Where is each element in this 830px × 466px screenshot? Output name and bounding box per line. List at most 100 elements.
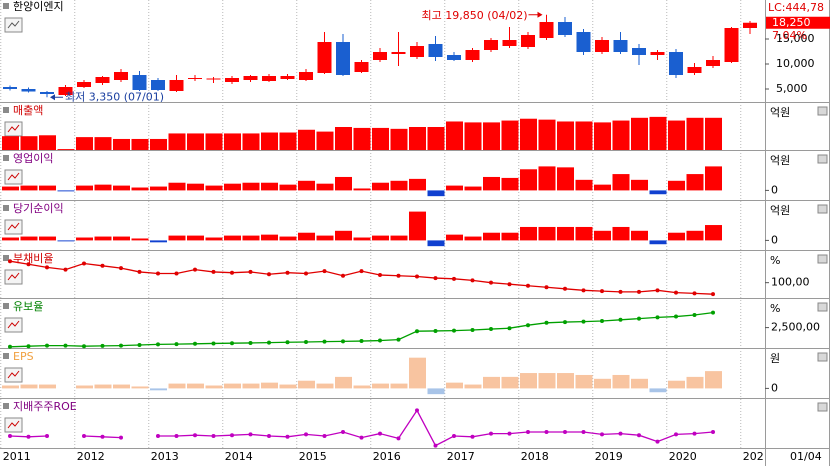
line-point	[359, 339, 364, 344]
line-point	[285, 270, 290, 275]
line-point	[45, 343, 49, 348]
panel-icon-glyph	[7, 222, 20, 231]
line-point	[267, 340, 271, 345]
line-point	[119, 266, 123, 271]
line-point	[526, 323, 530, 328]
bar	[464, 236, 482, 241]
line-point	[211, 269, 216, 274]
line-point	[8, 344, 12, 349]
bar	[131, 386, 149, 389]
bar	[612, 174, 630, 191]
bar	[224, 235, 241, 241]
x-tick-label: 2017	[447, 450, 475, 463]
line-point	[637, 316, 641, 321]
line-point	[100, 434, 105, 439]
line-point	[63, 267, 68, 272]
bar	[39, 135, 56, 150]
x-tick-label: 2020	[669, 450, 697, 463]
candle-body	[373, 52, 387, 60]
bar	[39, 185, 56, 191]
low-annotation: 최저 3,350 (07/01)	[65, 90, 164, 103]
y-tick-label: 2,500,00	[771, 321, 820, 334]
candle-body	[151, 80, 165, 90]
panel-marker	[3, 353, 9, 359]
bar	[298, 180, 315, 191]
candle-body	[650, 52, 665, 55]
bar	[39, 384, 56, 389]
bar	[464, 384, 482, 389]
line-point	[248, 432, 253, 437]
bar	[446, 234, 463, 241]
x-tick-label: 2013	[151, 450, 179, 463]
panel-close-button[interactable]	[817, 154, 828, 164]
line-point	[193, 341, 197, 346]
bar	[594, 122, 611, 150]
x-tick-label: 2014	[225, 450, 253, 463]
bar	[501, 232, 519, 241]
line-point	[230, 270, 234, 275]
line-point	[581, 288, 586, 293]
x-tick-label: 2018	[521, 450, 549, 463]
candle-body	[132, 75, 147, 90]
line-point	[433, 443, 438, 448]
line-point	[82, 434, 86, 438]
panel-icon-glyph	[7, 124, 20, 133]
panel-title: 영업이익	[13, 152, 53, 165]
line-point	[470, 434, 475, 439]
bar	[372, 182, 389, 191]
bar	[279, 184, 297, 191]
candle-body	[632, 48, 646, 55]
line-point	[45, 265, 49, 270]
bar	[501, 376, 519, 389]
candle-body	[465, 50, 480, 60]
line-point	[415, 329, 419, 334]
line-point	[581, 430, 586, 434]
bar	[631, 230, 648, 241]
line-point	[156, 434, 160, 438]
bar	[612, 226, 630, 241]
line-point	[526, 283, 530, 288]
line-point	[618, 317, 623, 322]
line-point	[544, 285, 549, 290]
line-point	[63, 343, 68, 348]
bar	[427, 388, 445, 395]
panel-icon-glyph	[7, 320, 20, 329]
bar	[57, 240, 75, 242]
bar	[594, 230, 611, 241]
panel-close-button[interactable]	[817, 254, 828, 264]
panel-marker	[3, 303, 9, 309]
bar	[649, 116, 667, 150]
line-point	[193, 267, 197, 272]
panel-icon-glyph	[7, 370, 20, 379]
panel-close-button[interactable]	[817, 204, 828, 214]
panel-close-button[interactable]	[817, 302, 828, 312]
line-point	[711, 310, 715, 315]
bar	[631, 378, 648, 389]
candle-body	[706, 60, 720, 66]
line-point	[45, 434, 49, 438]
line-point	[26, 434, 31, 439]
bar	[483, 122, 500, 150]
panel-close-button[interactable]	[817, 402, 828, 412]
line-point	[489, 431, 493, 436]
line-point	[285, 340, 290, 345]
panel-icon-glyph	[7, 172, 20, 181]
bar	[353, 188, 371, 191]
bar	[168, 133, 186, 150]
bar	[279, 236, 297, 241]
candle-body	[188, 78, 202, 79]
panel-icon-glyph	[7, 20, 20, 29]
y-tick-label: 0	[771, 183, 778, 196]
bar	[316, 131, 334, 150]
line-point	[8, 434, 12, 438]
y-tick-label: 100,00	[771, 276, 810, 289]
panel-close-button[interactable]	[817, 352, 828, 362]
y-tick-label: 5,000	[776, 82, 808, 95]
bar	[187, 235, 204, 241]
bar	[686, 174, 704, 191]
candle-body	[391, 52, 406, 54]
line-point	[526, 430, 530, 434]
panel-close-button[interactable]	[817, 106, 828, 116]
line-point	[563, 430, 567, 434]
bar	[187, 383, 204, 389]
